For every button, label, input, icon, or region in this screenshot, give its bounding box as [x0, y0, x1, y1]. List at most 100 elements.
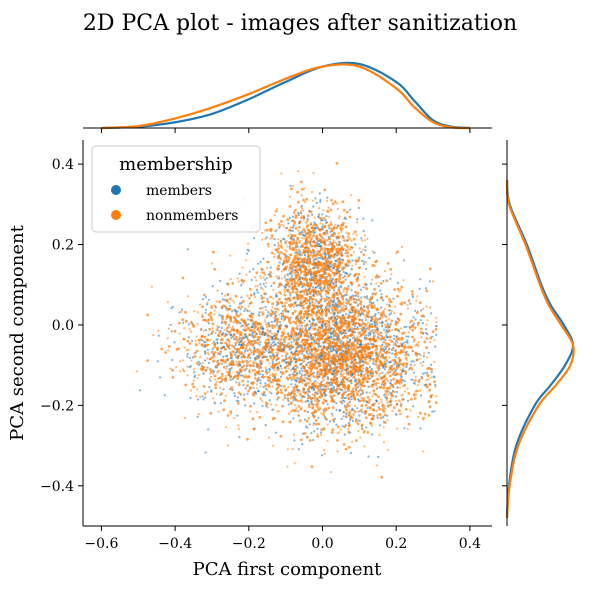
scatter-point-nonmembers: [199, 395, 202, 398]
scatter-point-members: [204, 352, 207, 355]
scatter-point-nonmembers: [275, 403, 278, 407]
scatter-point-members: [362, 263, 365, 266]
scatter-point-nonmembers: [298, 240, 301, 244]
scatter-point-members: [298, 290, 302, 293]
scatter-point-nonmembers: [248, 297, 251, 300]
scatter-point-nonmembers: [357, 345, 361, 349]
scatter-point-members: [323, 394, 327, 397]
scatter-point-nonmembers: [377, 381, 380, 385]
scatter-point-nonmembers: [413, 364, 416, 367]
scatter-point-nonmembers: [313, 336, 316, 339]
scatter-point-nonmembers: [350, 327, 353, 330]
scatter-point-nonmembers: [241, 266, 244, 269]
scatter-point-members: [427, 351, 430, 354]
scatter-point-nonmembers: [288, 256, 291, 259]
scatter-point-members: [334, 302, 337, 305]
scatter-point-nonmembers: [388, 374, 392, 378]
scatter-point-nonmembers: [357, 390, 360, 393]
scatter-point-nonmembers: [358, 332, 361, 335]
scatter-point-nonmembers: [363, 314, 366, 317]
scatter-point-members: [413, 322, 416, 325]
scatter-point-members: [308, 327, 311, 331]
scatter-point-members: [281, 305, 284, 308]
scatter-point-nonmembers: [363, 275, 366, 278]
scatter-point-nonmembers: [323, 269, 326, 273]
scatter-point-nonmembers: [223, 334, 227, 338]
scatter-point-members: [430, 371, 433, 374]
scatter-point-nonmembers: [310, 236, 313, 239]
scatter-point-members: [327, 264, 330, 267]
scatter-point-nonmembers: [387, 324, 391, 328]
scatter-point-nonmembers: [306, 322, 309, 325]
scatter-point-members: [243, 350, 247, 353]
scatter-point-nonmembers: [240, 318, 244, 321]
scatter-point-nonmembers: [279, 239, 283, 243]
scatter-point-members: [326, 196, 329, 199]
scatter-point-nonmembers: [398, 351, 401, 355]
scatter-point-nonmembers: [347, 380, 350, 383]
scatter-point-nonmembers: [338, 352, 341, 356]
scatter-point-nonmembers: [270, 332, 273, 335]
scatter-point-nonmembers: [284, 335, 288, 339]
scatter-point-members: [238, 364, 241, 367]
scatter-point-members: [407, 399, 410, 402]
scatter-point-members: [316, 239, 320, 243]
scatter-point-members: [384, 339, 387, 342]
scatter-point-nonmembers: [322, 362, 326, 366]
scatter-point-nonmembers: [419, 389, 422, 392]
scatter-point-nonmembers: [243, 375, 247, 379]
scatter-point-nonmembers: [273, 214, 276, 217]
scatter-point-nonmembers: [232, 338, 235, 341]
scatter-point-nonmembers: [413, 338, 416, 341]
scatter-point-nonmembers: [223, 328, 226, 331]
scatter-point-nonmembers: [214, 346, 217, 349]
scatter-point-members: [278, 261, 281, 264]
scatter-point-nonmembers: [324, 272, 328, 275]
scatter-point-nonmembers: [261, 312, 265, 316]
scatter-point-members: [276, 398, 279, 401]
chart-title: 2D PCA plot - images after sanitization: [83, 11, 517, 36]
scatter-point-nonmembers: [264, 229, 267, 232]
scatter-point-members: [350, 382, 353, 385]
scatter-point-members: [268, 399, 271, 402]
scatter-point-nonmembers: [372, 360, 375, 363]
scatter-point-nonmembers: [368, 337, 371, 341]
scatter-point-members: [302, 234, 305, 237]
scatter-point-members: [316, 241, 319, 244]
scatter-point-members: [422, 360, 425, 363]
scatter-point-nonmembers: [189, 389, 192, 392]
scatter-point-nonmembers: [338, 303, 341, 306]
scatter-point-nonmembers: [297, 405, 301, 408]
scatter-point-nonmembers: [377, 330, 380, 333]
scatter-point-members: [260, 286, 263, 289]
scatter-point-nonmembers: [277, 222, 281, 226]
scatter-point-nonmembers: [276, 368, 280, 371]
scatter-point-nonmembers: [425, 346, 428, 349]
scatter-point-nonmembers: [280, 242, 283, 245]
scatter-point-members: [264, 382, 267, 385]
scatter-point-members: [328, 324, 331, 327]
scatter-point-nonmembers: [340, 302, 343, 306]
scatter-point-nonmembers: [346, 254, 349, 258]
scatter-point-nonmembers: [407, 299, 411, 302]
scatter-point-members: [359, 388, 362, 391]
scatter-point-nonmembers: [209, 311, 213, 315]
scatter-point-members: [324, 219, 327, 222]
scatter-point-nonmembers: [434, 328, 438, 331]
scatter-point-nonmembers: [323, 428, 326, 431]
scatter-point-nonmembers: [234, 341, 238, 345]
scatter-point-nonmembers: [187, 295, 190, 298]
scatter-point-members: [389, 391, 392, 395]
scatter-point-members: [316, 427, 319, 430]
scatter-point-members: [204, 350, 207, 353]
scatter-point-nonmembers: [235, 363, 238, 366]
scatter-point-nonmembers: [415, 393, 418, 396]
scatter-point-members: [367, 334, 370, 337]
scatter-point-nonmembers: [221, 346, 224, 349]
scatter-point-nonmembers: [374, 331, 377, 334]
scatter-point-nonmembers: [293, 377, 296, 380]
scatter-point-nonmembers: [231, 282, 235, 285]
scatter-point-members: [365, 327, 368, 330]
scatter-point-nonmembers: [280, 354, 283, 357]
scatter-point-members: [264, 332, 267, 335]
